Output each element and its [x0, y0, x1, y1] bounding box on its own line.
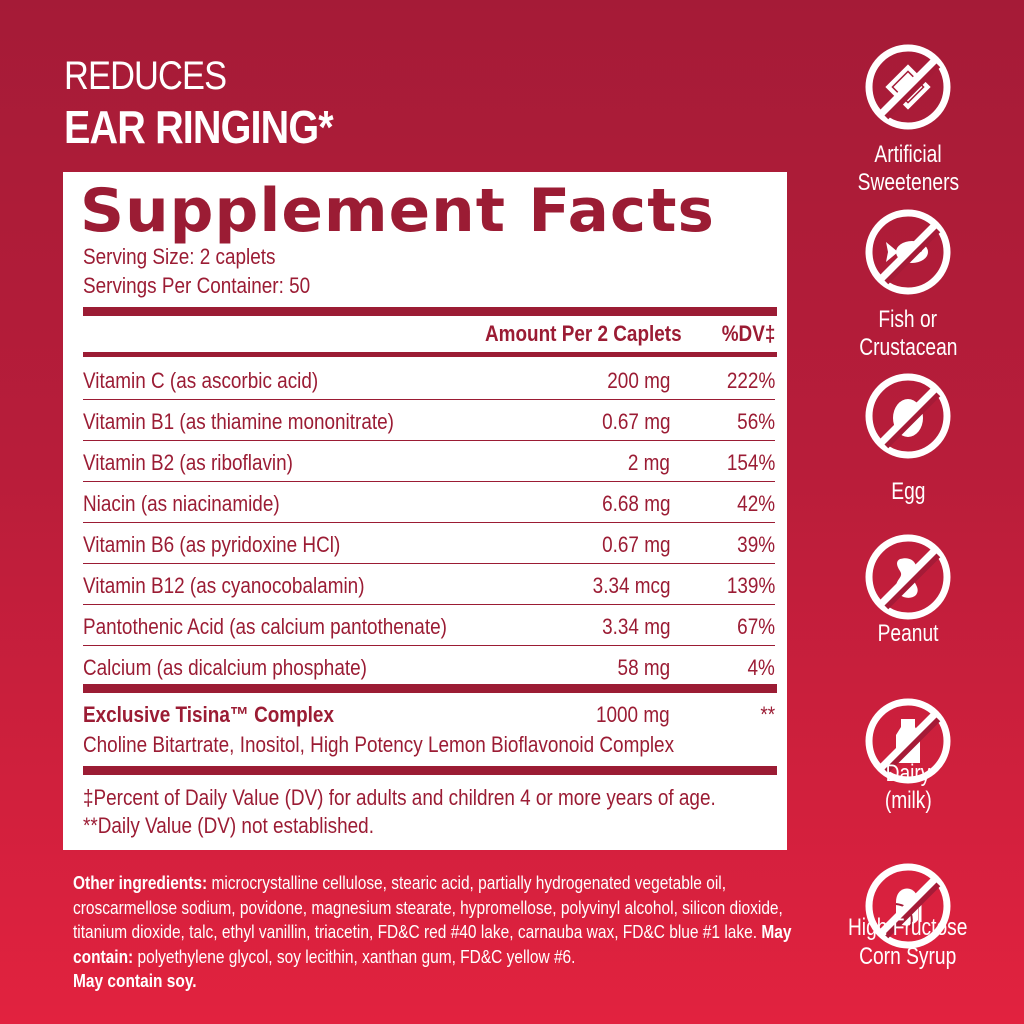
free-from-label: Sweeteners [857, 169, 959, 196]
nutrient-amount: 3.34 mcg [592, 573, 670, 598]
no-egg-icon [865, 373, 951, 459]
free-from-label: (milk) [884, 787, 932, 814]
no-corn-syrup-icon [865, 863, 951, 949]
nutrient-dv: 154% [726, 450, 775, 475]
amount-header: Amount Per 2 Caplets [485, 321, 682, 346]
free-from-label: Crustacean [858, 334, 958, 361]
complex-amount: 1000 mg [596, 702, 670, 727]
nutrient-amount: 0.67 mg [601, 409, 670, 434]
nutrient-amount: 3.34 mg [601, 614, 670, 639]
no-fish-icon [865, 209, 951, 295]
nutrient-dv: 39% [737, 532, 775, 557]
may-contain-label: May contain: [73, 922, 792, 967]
free-from-label: Corn Syrup [859, 943, 957, 970]
nutrient-amount: 200 mg [606, 368, 670, 393]
free-from-label: Dairy [885, 760, 931, 787]
footnote-not-established: **Daily Value (DV) not established. [83, 813, 374, 838]
divider-thick [83, 766, 777, 775]
serving-size: Serving Size: 2 caplets [83, 244, 276, 269]
nutrient-row: Pantothenic Acid (as calcium pantothenat… [83, 606, 775, 646]
nutrient-dv: 42% [737, 491, 775, 516]
nutrient-dv: 56% [737, 409, 775, 434]
supplement-facts-title: Supplement Facts [80, 176, 715, 246]
headline-ear-ringing: EAR RINGING* [64, 101, 334, 153]
nutrient-name: Pantothenic Acid (as calcium pantothenat… [83, 614, 447, 639]
divider [83, 352, 777, 357]
free-from-label: Fish or [878, 306, 938, 333]
nutrient-row: Vitamin B12 (as cyanocobalamin) 3.34 mcg 1… [83, 565, 775, 605]
free-from-label: Egg [890, 478, 926, 505]
dv-header: %DV‡ [721, 321, 775, 346]
free-from-label: High Fructose [848, 914, 968, 941]
no-dairy-icon [865, 698, 951, 784]
free-from-label: Artificial [874, 141, 942, 168]
other-ingredients: Other ingredients: microcrystalline cell… [73, 871, 795, 994]
nutrient-row: Vitamin B6 (as pyridoxine HCl) 0.67 mg 39% [83, 524, 775, 564]
complex-ingredients: Choline Bitartrate, Inositol, High Poten… [83, 732, 675, 757]
servings-per-container: Servings Per Container: 50 [83, 273, 311, 298]
no-peanut-icon [865, 534, 951, 620]
nutrient-dv: 139% [726, 573, 775, 598]
nutrient-name: Vitamin B12 (as cyanocobalamin) [83, 573, 365, 598]
nutrient-amount: 6.68 mg [601, 491, 670, 516]
other-ingredients-label: Other ingredients: [73, 873, 208, 893]
complex-dv: ** [760, 702, 775, 727]
footnote-dv: ‡Percent of Daily Value (DV) for adults … [83, 785, 716, 810]
nutrient-row: Niacin (as niacinamide) 6.68 mg 42% [83, 483, 775, 523]
complex-name: Exclusive Tisina™ Complex [83, 702, 334, 727]
nutrient-row: Vitamin B2 (as riboflavin) 2 mg 154% [83, 442, 775, 482]
divider-thick [83, 307, 777, 316]
nutrient-name: Vitamin B6 (as pyridoxine HCl) [83, 532, 341, 557]
nutrient-name: Niacin (as niacinamide) [83, 491, 280, 516]
nutrient-amount: 0.67 mg [601, 532, 670, 557]
headline-reduces: REDUCES [64, 54, 227, 98]
no-sweetener-icon [865, 44, 951, 130]
other-ingredients-text: microcrystalline cellulose, stearic acid… [73, 873, 783, 942]
nutrient-amount: 58 mg [617, 655, 670, 680]
nutrient-name: Calcium (as dicalcium phosphate) [83, 655, 367, 680]
nutrient-name: Vitamin C (as ascorbic acid) [83, 368, 319, 393]
nutrient-name: Vitamin B2 (as riboflavin) [83, 450, 293, 475]
nutrient-dv: 4% [747, 655, 775, 680]
nutrient-row: Vitamin C (as ascorbic acid) 200 mg 222% [83, 360, 775, 400]
may-contain-soy: May contain soy. [73, 971, 197, 991]
supplement-facts-panel: Supplement Facts Serving Size: 2 caplets… [63, 172, 787, 850]
nutrient-dv: 222% [726, 368, 775, 393]
nutrient-row: Calcium (as dicalcium phosphate) 58 mg 4% [83, 647, 775, 687]
nutrient-dv: 67% [737, 614, 775, 639]
nutrient-amount: 2 mg [627, 450, 670, 475]
nutrient-row: Vitamin B1 (as thiamine mononitrate) 0.67… [83, 401, 775, 441]
divider-thick [83, 684, 777, 693]
nutrient-name: Vitamin B1 (as thiamine mononitrate) [83, 409, 394, 434]
free-from-label: Peanut [877, 620, 939, 647]
may-contain-text: polyethylene glycol, soy lecithin, xanth… [133, 946, 576, 967]
